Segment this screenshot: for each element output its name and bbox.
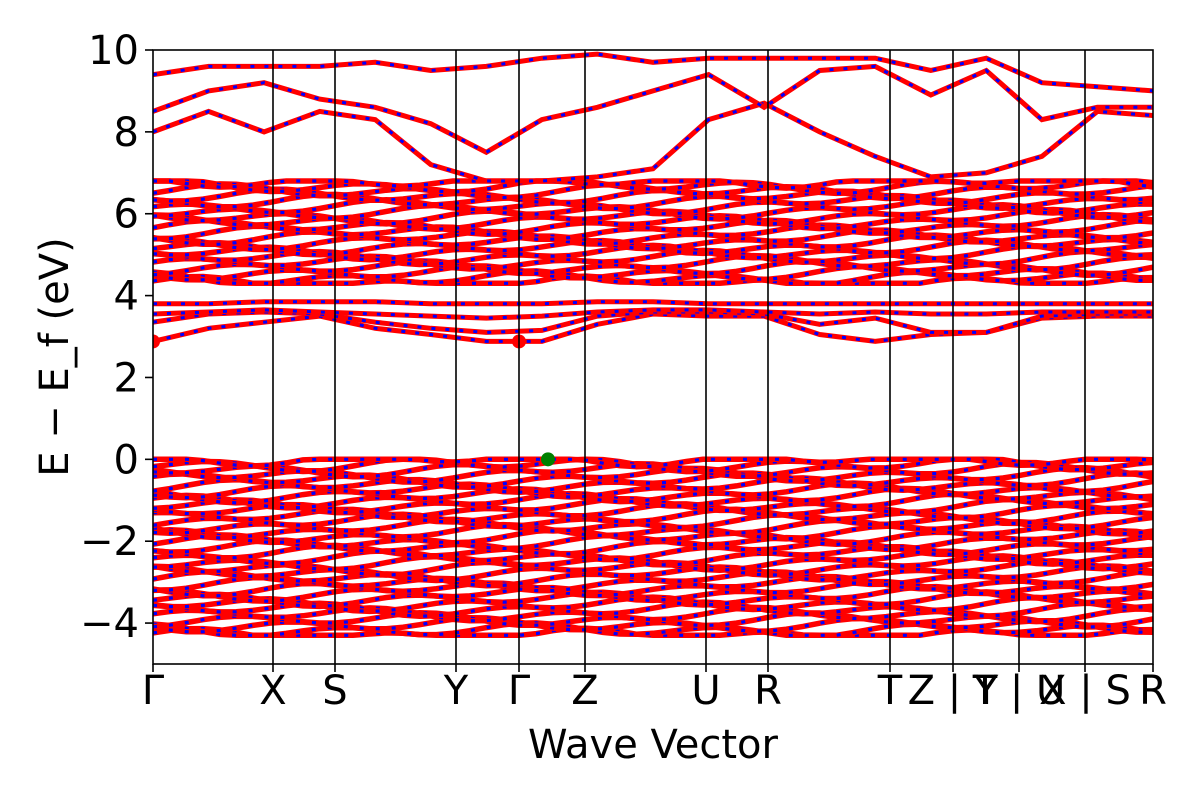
band-line-up bbox=[153, 100, 1153, 184]
valence-band-region bbox=[153, 456, 1153, 639]
plot-frame bbox=[152, 49, 1154, 665]
x-tick-label: T | U bbox=[972, 668, 1066, 714]
band-line-up bbox=[153, 63, 1153, 156]
y-tick-label: 2 bbox=[114, 355, 139, 401]
conduction-band-up bbox=[153, 268, 1153, 287]
x-tick-label: Z | Y bbox=[908, 668, 999, 714]
y-tick-label: −2 bbox=[80, 519, 139, 565]
conduction-band-region bbox=[153, 178, 1153, 287]
valence-band-up bbox=[153, 548, 1153, 568]
conduction-band-down bbox=[153, 179, 1153, 190]
x-tick-label: X | S bbox=[1039, 668, 1131, 714]
band-lines bbox=[153, 51, 1153, 344]
y-tick-label: 10 bbox=[88, 28, 139, 74]
x-tick-label: Y bbox=[443, 668, 469, 714]
valence-band-down bbox=[153, 457, 1153, 469]
y-axis-label: E − E_f (eV) bbox=[32, 237, 78, 476]
vbm-marker bbox=[541, 452, 555, 467]
valence-band-up bbox=[153, 620, 1153, 639]
x-tick-label: R bbox=[754, 668, 782, 714]
band-edge-markers bbox=[153, 334, 555, 467]
x-tick-label: R bbox=[1139, 668, 1167, 714]
valence-band-up bbox=[153, 485, 1153, 506]
y-tick-label: −4 bbox=[80, 601, 139, 647]
y-tick-label: 0 bbox=[114, 437, 139, 483]
band-line-down bbox=[153, 310, 1153, 334]
x-tick-label: X bbox=[259, 668, 286, 714]
conduction-band-up bbox=[153, 197, 1153, 217]
band-line-up bbox=[153, 51, 1153, 94]
band-line-up bbox=[153, 307, 1153, 321]
kpoint-divider-lines bbox=[272, 50, 1086, 664]
x-tick-label: S bbox=[322, 668, 347, 714]
x-tick-label: U bbox=[691, 668, 720, 714]
x-tick-label: Γ bbox=[142, 668, 165, 714]
y-tick-label: 8 bbox=[114, 110, 139, 156]
x-axis-label: Wave Vector bbox=[528, 722, 779, 768]
x-tick-label: Γ bbox=[508, 668, 531, 714]
band-line-up bbox=[153, 299, 1153, 307]
y-tick-label: 4 bbox=[114, 274, 139, 320]
band-line-down bbox=[153, 64, 1153, 155]
x-tick-label: Z bbox=[571, 668, 598, 714]
cbm-marker bbox=[153, 334, 160, 349]
x-tick-label: T bbox=[877, 668, 903, 714]
y-axis-ticks: −4 −2 0 2 4 6 8 10 bbox=[80, 28, 153, 647]
y-tick-label: 6 bbox=[114, 192, 139, 238]
